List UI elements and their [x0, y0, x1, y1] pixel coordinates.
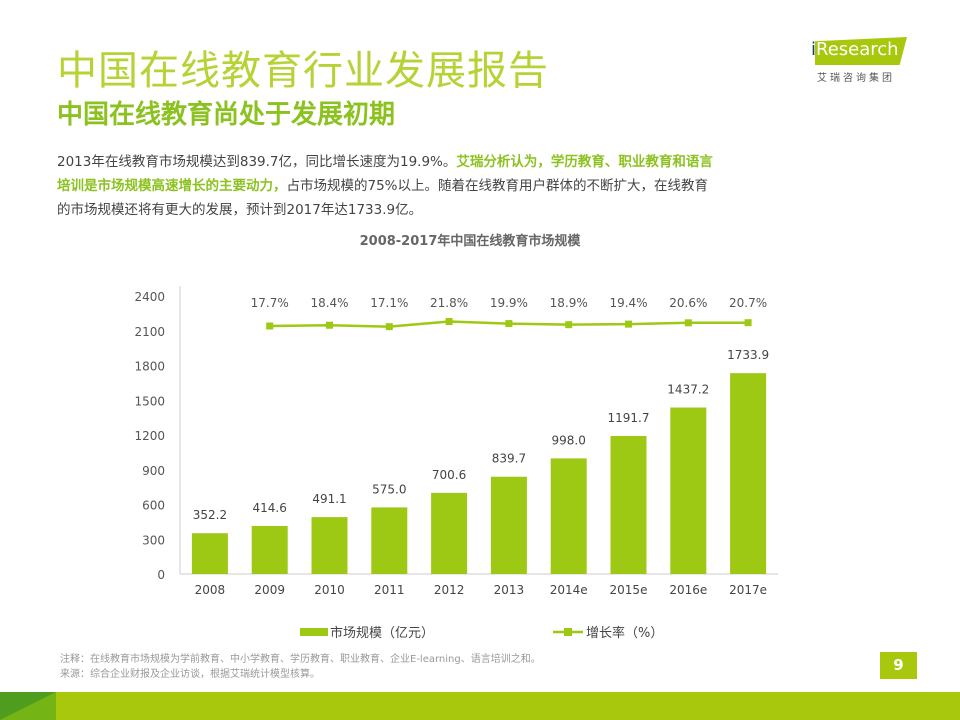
bar: [191, 533, 228, 574]
y-tick-label: 1500: [134, 394, 165, 408]
page-subtitle: 中国在线教育尚处于发展初期: [57, 100, 396, 130]
para-text-1: 2013年在线教育市场规模达到839.7亿，同比增长速度为19.9%。: [57, 154, 457, 170]
logo-i: i: [811, 39, 817, 60]
y-tick-label: 2100: [134, 325, 165, 339]
y-tick-label: 900: [142, 464, 165, 478]
bar-value-label: 352.2: [193, 508, 227, 522]
page-title: 中国在线教育行业发展报告: [57, 48, 549, 94]
x-tick-label: 2015e: [610, 583, 648, 597]
bar-value-label: 700.6: [432, 468, 466, 482]
rate-label: 18.4%: [310, 296, 348, 310]
iresearch-logo: iResearch 艾瑞咨询集团: [805, 35, 910, 85]
bar: [610, 435, 647, 574]
bar: [311, 517, 348, 574]
para-text-2: 占市场规模的75%以上。随着在线教育用户群体的不断扩大，在线教育的市场规模还将有…: [57, 178, 709, 218]
bar: [670, 407, 707, 574]
summary-paragraph: 2013年在线教育市场规模达到839.7亿，同比增长速度为19.9%。艾瑞分析认…: [57, 150, 717, 222]
bar-value-label: 839.7: [492, 452, 526, 466]
note-text: 注释：在线教育市场规模为学前教育、中小学教育、学历教育、职业教育、企业E-lea…: [60, 654, 541, 665]
x-tick-label: 2012: [434, 583, 465, 597]
growth-point: [445, 317, 453, 325]
x-tick-label: 2009: [254, 583, 285, 597]
x-tick-label: 2014e: [550, 583, 588, 597]
rate-label: 17.1%: [370, 296, 408, 310]
logo-cn: 艾瑞咨询集团: [817, 73, 895, 84]
growth-point: [625, 320, 632, 328]
bar: [431, 492, 468, 574]
bar-value-label: 414.6: [253, 501, 287, 515]
rate-label: 20.7%: [729, 296, 767, 310]
bar-value-label: 1437.2: [667, 383, 709, 397]
growth-point: [565, 321, 573, 329]
bar-value-label: 1733.9: [727, 348, 769, 362]
growth-point: [505, 320, 513, 328]
bar-value-label: 1191.7: [608, 411, 650, 425]
logo-brand: Research: [816, 39, 899, 60]
y-tick-label: 2400: [134, 290, 165, 304]
x-tick-label: 2017e: [729, 583, 767, 597]
bar-value-label: 575.0: [372, 482, 406, 496]
bar: [550, 458, 587, 574]
rate-label: 17.7%: [251, 296, 289, 310]
bar: [251, 525, 288, 574]
rate-label: 19.4%: [609, 296, 647, 310]
bar: [490, 476, 527, 574]
y-tick-label: 300: [142, 533, 165, 547]
footer-band: [0, 692, 960, 720]
rate-label: 19.9%: [490, 296, 528, 310]
bar: [730, 373, 767, 574]
bar: [371, 507, 408, 574]
rate-label: 18.9%: [550, 296, 588, 310]
y-tick-label: 1800: [134, 360, 165, 374]
y-tick-label: 0: [157, 568, 165, 582]
source-text: 来源：综合企业财报及企业访谈，根据艾瑞统计模型核算。: [60, 669, 320, 680]
rate-label: 21.8%: [430, 296, 468, 310]
bar-value-label: 998.0: [552, 433, 586, 447]
legend-line-marker: [564, 628, 572, 636]
x-tick-label: 2011: [374, 583, 405, 597]
rate-label: 20.6%: [669, 296, 707, 310]
legend-line-label: 增长率（%）: [586, 625, 663, 641]
x-tick-label: 2008: [195, 583, 226, 597]
x-tick-label: 2013: [494, 583, 525, 597]
y-tick-label: 600: [142, 499, 165, 513]
y-tick-label: 1200: [134, 429, 165, 443]
legend-bar-label: 市场规模（亿元）: [330, 625, 434, 641]
para-highlight: 艾瑞分析认为，学历教育、职业教育和语言培训是市场规模高速增长的主要动力，: [57, 154, 713, 194]
bar-value-label: 491.1: [312, 492, 346, 506]
growth-point: [744, 319, 752, 327]
growth-point: [385, 323, 393, 331]
page-number: 9: [880, 652, 917, 679]
x-tick-label: 2016e: [669, 583, 707, 597]
footnotes: 注释：在线教育市场规模为学前教育、中小学教育、学历教育、职业教育、企业E-lea…: [60, 652, 541, 682]
growth-point: [326, 321, 333, 329]
chart-title: 2008-2017年中国在线教育市场规模: [360, 233, 582, 249]
legend-bar-swatch: [300, 628, 328, 636]
growth-point: [684, 319, 692, 327]
x-tick-label: 2010: [314, 583, 345, 597]
growth-point: [266, 322, 274, 330]
